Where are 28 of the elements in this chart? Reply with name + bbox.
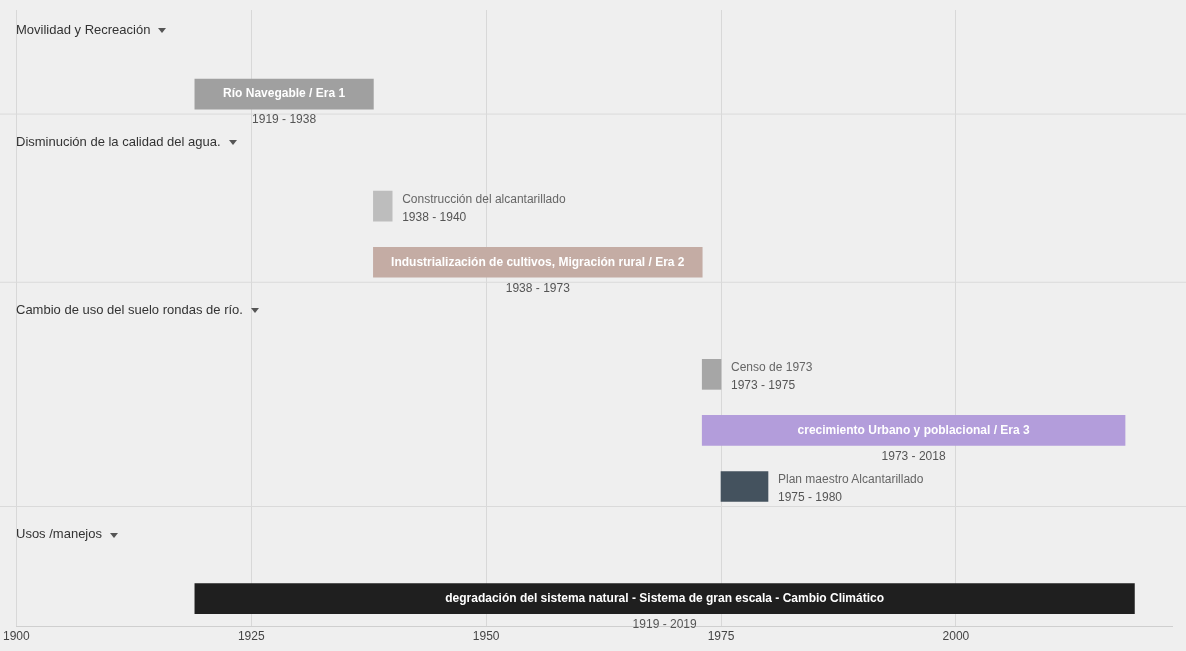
- annotation: 1975 - 1980: [777, 489, 843, 504]
- y-tick-label: Río Navegable / Era 1: [223, 86, 346, 101]
- x-tick-label: 1900: [3, 629, 31, 644]
- x-tick-label: 1950: [472, 629, 500, 644]
- y-tick-label: crecimiento Urbano y poblacional / Era 3: [797, 422, 1030, 437]
- y-tick-label: Cambio de uso del suelo rondas de río.: [16, 301, 243, 317]
- y-tick-label: Construcción del alcantarillado: [402, 191, 566, 206]
- x-tick-label: 1925: [237, 629, 265, 644]
- y-tick-label: Disminución de la calidad del agua.: [16, 133, 221, 149]
- annotation: 1919 - 1938: [252, 112, 317, 127]
- annotation: 1919 - 2019: [632, 616, 697, 631]
- y-tick-label: Industrialización de cultivos, Migración rural / Era 2: [391, 254, 685, 269]
- x-tick-label: 1975: [707, 629, 735, 644]
- annotation: 1973 - 1975: [731, 377, 796, 392]
- bar: [720, 471, 769, 502]
- bar: [701, 359, 722, 390]
- y-tick-label: Plan maestro Alcantarillado: [777, 471, 924, 486]
- bar: [701, 415, 1126, 446]
- bar: [373, 190, 393, 222]
- y-tick-label: Usos /manejos: [16, 526, 103, 542]
- annotation: 1973 - 2018: [881, 448, 946, 463]
- bar: [194, 583, 1135, 614]
- annotation: 1938 - 1940: [402, 209, 467, 224]
- x-tick-label: 2000: [942, 629, 970, 644]
- y-tick-label: degradación del sistema natural - Sistema de gran escala - Cambio Climático: [445, 590, 885, 605]
- annotation: 1938 - 1973: [505, 280, 571, 295]
- y-tick-label: Censo de 1973: [731, 359, 813, 374]
- y-tick-label: Movilidad y Recreación: [16, 21, 151, 37]
